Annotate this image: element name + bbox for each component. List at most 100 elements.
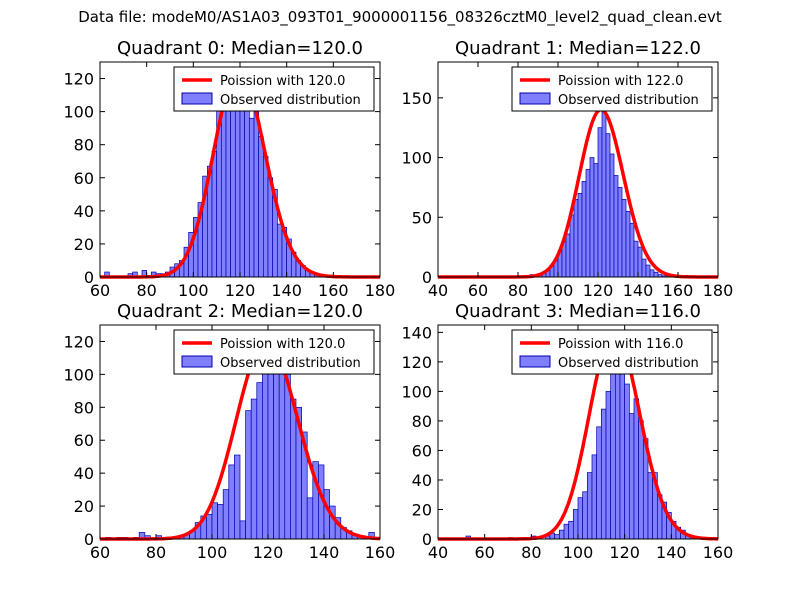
x-tick-label: 160 xyxy=(703,543,734,562)
x-tick-label: 60 xyxy=(90,281,110,300)
histogram-bar xyxy=(613,175,619,278)
y-tick-label: 40 xyxy=(74,464,94,483)
histogram-bar xyxy=(290,398,297,540)
y-tick-label: 60 xyxy=(74,431,94,450)
histogram-bar xyxy=(617,187,623,278)
histogram-bar xyxy=(262,155,269,278)
histogram-bar xyxy=(596,426,602,540)
y-tick-label: 150 xyxy=(401,89,432,108)
x-tick-label: 40 xyxy=(428,543,448,562)
x-tick-label: 160 xyxy=(663,281,694,300)
x-tick-label: 80 xyxy=(521,543,541,562)
x-tick-label: 100 xyxy=(543,281,574,300)
quadrant-0-panel: Quadrant 0: Median=120.0 60 80 100 120 140 16… xyxy=(63,38,395,300)
x-tick-label: 140 xyxy=(309,543,340,562)
legend-poisson-label: Poission with 122.0 xyxy=(558,74,683,89)
legend-observed-label: Observed distribution xyxy=(220,93,361,108)
histogram-bar xyxy=(206,513,213,540)
histogram-bar xyxy=(222,489,230,540)
histogram-bar xyxy=(554,534,560,540)
histogram-bar xyxy=(633,240,639,278)
histogram-bar xyxy=(244,106,250,278)
histogram-bar xyxy=(633,398,640,540)
x-tick-label: 160 xyxy=(318,281,349,300)
histogram-bar xyxy=(581,181,587,278)
histogram-bar xyxy=(211,150,218,278)
histogram-bar xyxy=(591,454,598,540)
histogram-bar xyxy=(323,489,330,540)
plot-frame xyxy=(99,324,381,540)
histogram-bar xyxy=(621,199,627,278)
y-tick-label: 20 xyxy=(412,500,432,519)
x-tick-label: 160 xyxy=(365,543,396,562)
x-tick-label: 100 xyxy=(563,543,594,562)
histogram-bar xyxy=(558,529,565,540)
x-tick-label: 60 xyxy=(474,543,494,562)
x-tick-label: 60 xyxy=(90,543,110,562)
histogram-bar xyxy=(217,504,224,540)
x-tick-label: 180 xyxy=(365,281,396,300)
quadrant-1-bars xyxy=(477,109,671,278)
x-tick-label: 80 xyxy=(508,281,528,300)
histogram-bar xyxy=(589,157,595,278)
y-tick-label: 100 xyxy=(401,382,432,401)
histogram-bar xyxy=(597,127,603,278)
histogram-bar xyxy=(605,133,611,278)
histogram-bar xyxy=(565,233,571,278)
quadrant-2-bars xyxy=(105,341,375,540)
histogram-bar xyxy=(577,497,584,540)
plot-frame xyxy=(437,61,719,278)
histogram-bar xyxy=(601,109,607,278)
histogram-bar xyxy=(258,136,264,278)
quadrant-0-legend: Poission with 120.0 Observed distributio… xyxy=(173,66,375,112)
histogram-bar xyxy=(569,214,575,278)
histogram-bar xyxy=(234,454,241,540)
quadrant-3-panel: Quadrant 3: Median=116.0 40 60 80 100 120 140… xyxy=(401,301,733,562)
y-tick-label: 20 xyxy=(74,497,94,516)
y-tick-label: 0 xyxy=(422,268,432,287)
histogram-bar xyxy=(637,246,643,278)
x-tick-label: 60 xyxy=(468,281,488,300)
y-tick-label: 120 xyxy=(63,70,94,89)
histogram-bar xyxy=(573,199,579,278)
y-tick-label: 50 xyxy=(412,208,432,227)
legend-observed-label: Observed distribution xyxy=(558,93,699,108)
histogram-bar xyxy=(572,509,579,540)
y-tick-label: 120 xyxy=(401,353,432,372)
x-tick-label: 40 xyxy=(428,281,448,300)
histogram-bar xyxy=(638,420,644,540)
quadrant-2-title: Quadrant 2: Median=120.0 xyxy=(117,301,363,322)
histogram-bar xyxy=(586,472,593,540)
y-tick-label: 100 xyxy=(401,149,432,168)
y-tick-label: 100 xyxy=(63,103,94,122)
histogram-bar xyxy=(624,383,630,540)
y-tick-label: 80 xyxy=(74,398,94,417)
histogram-bar xyxy=(641,258,647,278)
histogram-bar xyxy=(220,94,227,278)
quadrant-2-legend: Poission with 120.0 Observed distributio… xyxy=(173,329,375,375)
x-tick-label: 100 xyxy=(197,543,228,562)
y-tick-label: 80 xyxy=(74,136,94,155)
histogram-bar xyxy=(609,153,615,278)
histogram-bar xyxy=(250,398,258,540)
y-tick-label: 100 xyxy=(63,365,94,384)
x-tick-label: 140 xyxy=(271,281,302,300)
histogram-bar xyxy=(262,365,269,540)
y-tick-label: 20 xyxy=(74,235,94,254)
histogram-bar xyxy=(568,520,574,540)
y-tick-label: 40 xyxy=(74,202,94,221)
histogram-bar xyxy=(649,269,655,278)
histogram-bar xyxy=(256,382,263,540)
histogram-bar xyxy=(306,497,314,540)
quadrant-3-title: Quadrant 3: Median=116.0 xyxy=(455,301,701,322)
quadrant-1-title: Quadrant 1: Median=122.0 xyxy=(455,38,701,59)
histogram-bar xyxy=(585,169,591,278)
histogram-bar xyxy=(653,271,659,278)
histogram-bar xyxy=(600,408,607,540)
y-tick-label: 60 xyxy=(74,169,94,188)
y-tick-label: 60 xyxy=(412,441,432,460)
x-tick-label: 180 xyxy=(703,281,734,300)
legend-observed-swatch xyxy=(519,355,551,368)
y-tick-label: 0 xyxy=(422,530,432,549)
histogram-bar xyxy=(614,361,621,540)
